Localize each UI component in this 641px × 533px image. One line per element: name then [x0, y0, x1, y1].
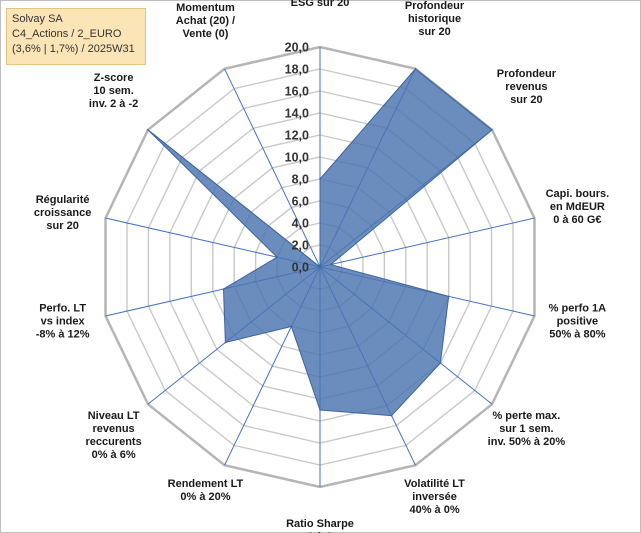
category-label: Ratio Sharpe0 à 1 [286, 518, 354, 533]
tick-label: 10,0 [285, 151, 309, 165]
data-point [319, 266, 321, 268]
category-label: NoteESG sur 20 [291, 0, 350, 9]
tick-label: 8,0 [292, 173, 309, 187]
category-label: Profondeur revenus sur 20 [497, 68, 557, 106]
category-label: Profondeur historique sur 20 [405, 0, 465, 38]
data-point [329, 263, 332, 266]
period-info: (3,6% | 1,7%) / 2025W31 [12, 43, 135, 55]
category-label: Niveau LT revenus reccurents 0% à 6% [85, 410, 141, 461]
tick-label: 20,0 [285, 41, 309, 55]
series-layer [147, 67, 493, 417]
category-label: % perfo 1A positive 50% à 80% [549, 303, 607, 341]
data-point [491, 129, 493, 131]
data-point [147, 129, 149, 131]
category-label: Perfo. LT vs index -8% à 12% [36, 303, 90, 341]
category-label: % perte max. sur 1 sem. inv. 50% à 20% [488, 410, 566, 448]
tick-label: 4,0 [292, 217, 309, 231]
data-point [224, 341, 227, 344]
category-label: Z-score 10 sem. inv. 2 à -2 [89, 72, 138, 110]
data-point [319, 178, 321, 180]
category-label: Capi. bours. en MdEUR 0 à 60 G€ [546, 188, 610, 226]
radar-axis [224, 68, 321, 268]
data-point [290, 325, 293, 328]
tick-label: 14,0 [285, 107, 309, 121]
data-point [439, 362, 442, 364]
category-label: Momentum Achat (20) / Vente (0) [176, 2, 235, 40]
data-point [390, 414, 393, 417]
data-point [447, 295, 450, 298]
tick-label: 2,0 [292, 239, 309, 253]
category-label: Volatilité LT inversée 40% à 0% [404, 478, 465, 516]
category-label: Régularité croissance sur 20 [34, 194, 91, 232]
data-point [222, 288, 225, 290]
data-point [319, 409, 321, 411]
tick-label: 16,0 [285, 85, 309, 99]
tick-label: 6,0 [292, 195, 309, 209]
tick-label: 12,0 [285, 129, 309, 143]
data-point [414, 67, 417, 70]
company-name: Solvay SA [12, 13, 63, 25]
tick-label: 18,0 [285, 63, 309, 77]
info-box: Solvay SA C4_Actions / 2_EURO (3,6% | 1,… [6, 8, 146, 65]
radar-axis [319, 217, 535, 268]
data-point [276, 256, 278, 259]
asset-class: C4_Actions / 2_EURO [12, 28, 122, 40]
category-label: Rendement LT 0% à 20% [168, 478, 244, 503]
tick-label: 0,0 [292, 261, 309, 275]
tick-layer: 0,0 2,0 4,0 6,0 8,0 10,0 12,0 14,0 16,0 18,0 20,0 [285, 41, 309, 275]
